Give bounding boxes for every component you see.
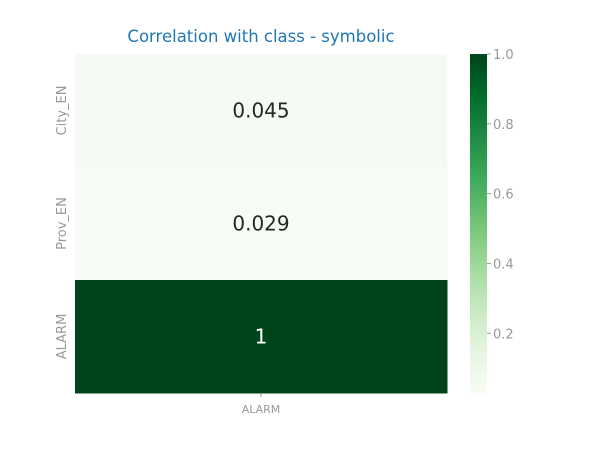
x-tick-label: ALARM — [242, 403, 281, 416]
chart-title: Correlation with class - symbolic — [127, 27, 394, 46]
y-tick-label: Prov_EN — [55, 197, 70, 250]
heatmap-cell — [75, 54, 448, 168]
heatmap-cells — [75, 54, 448, 394]
colorbar-tick-label: 0.6 — [493, 188, 514, 203]
cell-value-label: 0.045 — [232, 99, 289, 123]
colorbar-ticks: 0.2 0.4 0.6 0.8 1.0 — [487, 48, 514, 342]
y-axis: City_EN Prov_EN ALARM — [55, 86, 70, 360]
colorbar: 0.2 0.4 0.6 0.8 1.0 — [470, 48, 514, 393]
heatmap-cell — [75, 280, 448, 394]
colorbar-tick-label: 1.0 — [493, 48, 514, 63]
y-tick-label: City_EN — [55, 86, 70, 136]
colorbar-tick-label: 0.2 — [493, 327, 514, 342]
cell-value-label: 1 — [255, 325, 268, 349]
cell-value-label: 0.029 — [232, 212, 289, 236]
colorbar-tick-label: 0.4 — [493, 257, 514, 272]
heatmap-cell — [75, 167, 448, 281]
colorbar-tick-label: 0.8 — [493, 118, 514, 133]
heatmap-annotations: 0.045 0.029 1 — [232, 99, 289, 349]
y-tick-label: ALARM — [55, 314, 70, 360]
colorbar-gradient — [470, 54, 487, 393]
x-axis: ALARM — [242, 393, 281, 416]
